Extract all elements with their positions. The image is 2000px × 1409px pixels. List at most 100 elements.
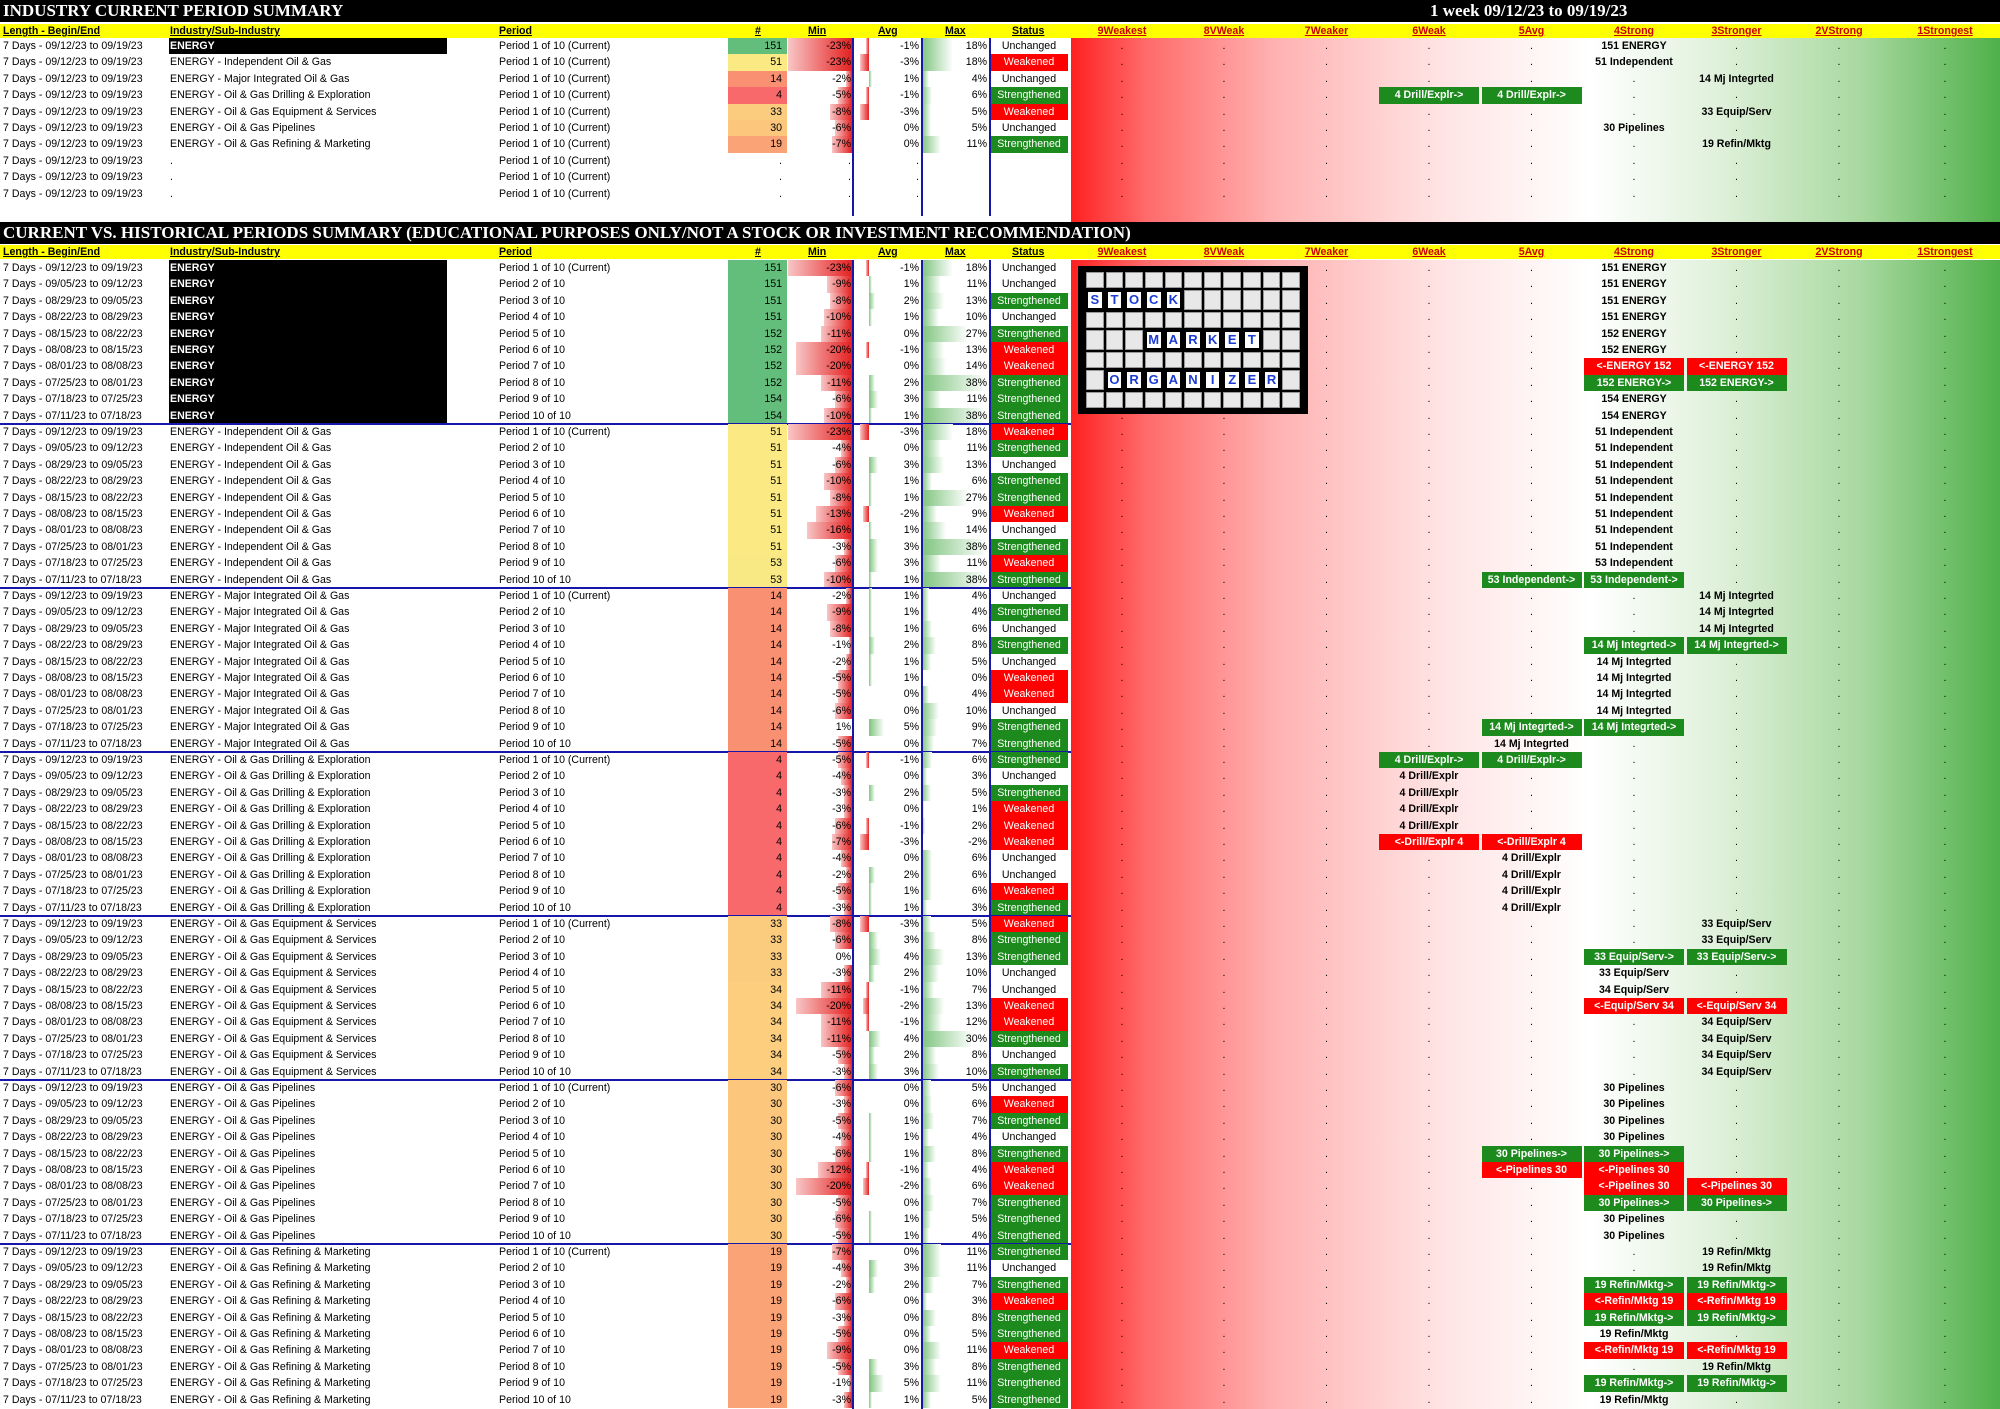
table-row[interactable]: 7 Days - 09/12/23 to 09/19/23 ENERGY - Oi… [0, 87, 2000, 104]
table-row[interactable]: 7 Days - 07/11/23 to 07/18/23 ENERGY - Oi… [0, 899, 2000, 916]
table-row[interactable]: 7 Days - 08/01/23 to 08/08/23 ENERGY - In… [0, 522, 2000, 539]
table-row[interactable]: 7 Days - 09/12/23 to 09/19/23 ENERGY - Oi… [0, 103, 2000, 120]
table-row[interactable]: 7 Days - 09/12/23 to 09/19/23. Period 1 o… [0, 169, 2000, 185]
table-row[interactable]: 7 Days - 09/05/23 to 09/12/23 ENERGY - Oi… [0, 932, 2000, 949]
table-row[interactable]: 7 Days - 09/12/23 to 09/19/23 ENERGY - Ma… [0, 70, 2000, 88]
table-row[interactable]: 7 Days - 07/25/23 to 08/01/23 ENERGY Perio… [0, 374, 2000, 392]
rank-dot-1: . [1943, 1328, 1947, 1340]
table-row[interactable]: 7 Days - 07/25/23 to 08/01/23 ENERGY - Oi… [0, 1194, 2000, 1212]
rank-dot-9: . [1120, 1082, 1124, 1094]
table-row[interactable]: 7 Days - 08/08/23 to 08/15/23 ENERGY - Oi… [0, 1162, 2000, 1179]
length-cell: 7 Days - 09/12/23 to 09/19/23 [3, 138, 143, 151]
table-row[interactable]: 7 Days - 08/08/23 to 08/15/23 ENERGY - Oi… [0, 834, 2000, 851]
table-row[interactable]: 7 Days - 07/11/23 to 07/18/23 ENERGY - Oi… [0, 1391, 2000, 1408]
table-row[interactable]: 7 Days - 07/25/23 to 08/01/23 ENERGY - Oi… [0, 866, 2000, 884]
max-bar [922, 87, 933, 104]
max-cell [922, 153, 988, 169]
table-row[interactable]: 7 Days - 09/12/23 to 09/19/23 ENERGY - In… [0, 54, 2000, 71]
rank-dot-2: . [1837, 40, 1841, 52]
table-row[interactable]: 7 Days - 08/15/23 to 08/22/23 ENERGY - Oi… [0, 981, 2000, 998]
table-row[interactable]: 7 Days - 08/29/23 to 09/05/23 ENERGY - In… [0, 456, 2000, 474]
table-row[interactable]: 7 Days - 09/05/23 to 09/12/23 ENERGY - Oi… [0, 768, 2000, 785]
table-row[interactable]: 7 Days - 09/12/23 to 09/19/23 ENERGY Perio… [0, 260, 2000, 277]
table-row[interactable]: 7 Days - 09/12/23 to 09/19/23 ENERGY - Oi… [0, 136, 2000, 153]
table-row[interactable]: 7 Days - 09/12/23 to 09/19/23 ENERGY - Oi… [0, 916, 2000, 933]
table-row[interactable]: 7 Days - 08/08/23 to 08/15/23 ENERGY - In… [0, 506, 2000, 523]
table-row[interactable]: 7 Days - 09/05/23 to 09/12/23 ENERGY - Oi… [0, 1260, 2000, 1277]
table-row[interactable]: 7 Days - 09/12/23 to 09/19/23 ENERGY - Oi… [0, 120, 2000, 137]
table-row[interactable]: 7 Days - 08/22/23 to 08/29/23 ENERGY - In… [0, 473, 2000, 490]
table-row[interactable]: 7 Days - 07/18/23 to 07/25/23 ENERGY - Oi… [0, 1211, 2000, 1228]
rank-dot-5: . [1530, 171, 1533, 184]
table-row[interactable]: 7 Days - 07/18/23 to 07/25/23 ENERGY - Ma… [0, 719, 2000, 736]
table-row[interactable]: 7 Days - 08/29/23 to 09/05/23 ENERGY - Oi… [0, 948, 2000, 966]
table-row[interactable]: 7 Days - 08/08/23 to 08/15/23 ENERGY - Ma… [0, 670, 2000, 687]
table-row[interactable]: 7 Days - 08/15/23 to 08/22/23 ENERGY Perio… [0, 325, 2000, 342]
table-row[interactable]: 7 Days - 07/25/23 to 08/01/23 ENERGY - Oi… [0, 1030, 2000, 1048]
table-row[interactable]: 7 Days - 08/15/23 to 08/22/23 ENERGY - Ma… [0, 653, 2000, 670]
table-row[interactable]: 7 Days - 08/01/23 to 08/08/23 ENERGY - Oi… [0, 1342, 2000, 1359]
table-row[interactable]: 7 Days - 08/01/23 to 08/08/23 ENERGY - Oi… [0, 850, 2000, 867]
table-row[interactable]: 7 Days - 07/18/23 to 07/25/23 ENERGY - In… [0, 555, 2000, 572]
table-row[interactable]: 7 Days - 07/11/23 to 07/18/23 ENERGY - In… [0, 571, 2000, 588]
table-row[interactable]: 7 Days - 08/29/23 to 09/05/23 ENERGY - Oi… [0, 1276, 2000, 1294]
table-row[interactable]: 7 Days - 07/18/23 to 07/25/23 ENERGY Perio… [0, 391, 2000, 408]
rank-dot-9: . [1120, 688, 1124, 701]
table-row[interactable]: 7 Days - 09/12/23 to 09/19/23. Period 1 o… [0, 153, 2000, 169]
table-row[interactable]: 7 Days - 07/25/23 to 08/01/23 ENERGY - In… [0, 538, 2000, 556]
table-row[interactable]: 7 Days - 09/05/23 to 09/12/23 ENERGY - Oi… [0, 1096, 2000, 1113]
period-cell: Period 9 of 10 [499, 721, 565, 734]
table-row[interactable]: 7 Days - 07/18/23 to 07/25/23 ENERGY - Oi… [0, 1047, 2000, 1064]
table-row[interactable]: 7 Days - 08/22/23 to 08/29/23 ENERGY - Oi… [0, 801, 2000, 818]
table-row[interactable]: 7 Days - 07/11/23 to 07/18/23 ENERGY - Oi… [0, 1227, 2000, 1244]
table-row[interactable]: 7 Days - 08/08/23 to 08/15/23 ENERGY - Oi… [0, 1326, 2000, 1343]
rank-dot-9: . [1120, 1360, 1124, 1373]
table-row[interactable]: 7 Days - 08/15/23 to 08/22/23 ENERGY - In… [0, 489, 2000, 506]
logo-tile [1086, 272, 1104, 288]
table-row[interactable]: 7 Days - 08/29/23 to 09/05/23 ENERGY - Ma… [0, 620, 2000, 638]
table-row[interactable]: 7 Days - 08/01/23 to 08/08/23 ENERGY - Oi… [0, 1178, 2000, 1195]
table-row[interactable]: 7 Days - 07/11/23 to 07/18/23 ENERGY - Ma… [0, 735, 2000, 752]
table-row[interactable]: 7 Days - 08/08/23 to 08/15/23 ENERGY Perio… [0, 342, 2000, 359]
table-row[interactable]: 7 Days - 08/29/23 to 09/05/23 ENERGY Perio… [0, 292, 2000, 310]
table-row[interactable]: 7 Days - 08/22/23 to 08/29/23 ENERGY - Oi… [0, 1129, 2000, 1146]
rank-dot-9: . [1120, 983, 1124, 996]
table-row[interactable]: 7 Days - 09/12/23 to 09/19/23 ENERGY - In… [0, 424, 2000, 441]
table-row[interactable]: 7 Days - 09/12/23 to 09/19/23 ENERGY - Ma… [0, 588, 2000, 605]
length-cell: 7 Days - 08/29/23 to 09/05/23 [3, 950, 143, 963]
table-row[interactable]: 7 Days - 08/15/23 to 08/22/23 ENERGY - Oi… [0, 1309, 2000, 1326]
table-row[interactable]: 7 Days - 08/22/23 to 08/29/23 ENERGY - Ma… [0, 637, 2000, 654]
table-row[interactable]: 7 Days - 07/18/23 to 07/25/23 ENERGY - Oi… [0, 1375, 2000, 1392]
table-row[interactable]: 7 Days - 07/11/23 to 07/18/23 ENERGY - Oi… [0, 1063, 2000, 1080]
table-row[interactable]: 7 Days - 08/01/23 to 08/08/23 ENERGY Perio… [0, 358, 2000, 375]
length-cell: 7 Days - 08/29/23 to 09/05/23 [3, 1278, 143, 1291]
table-row[interactable]: 7 Days - 09/12/23 to 09/19/23 ENERGY - Oi… [0, 1080, 2000, 1097]
header-rank-5: 5Avg [1518, 25, 1545, 37]
table-row[interactable]: 7 Days - 07/25/23 to 08/01/23 ENERGY - Oi… [0, 1358, 2000, 1376]
table-row[interactable]: 7 Days - 08/15/23 to 08/22/23 ENERGY - Oi… [0, 817, 2000, 834]
table-row[interactable]: 7 Days - 08/22/23 to 08/29/23 ENERGY - Oi… [0, 965, 2000, 982]
table-row[interactable]: 7 Days - 08/01/23 to 08/08/23 ENERGY - Ma… [0, 686, 2000, 703]
table-row[interactable]: 7 Days - 08/29/23 to 09/05/23 ENERGY - Oi… [0, 784, 2000, 802]
rank-label-4: 30 Pipelines [1603, 122, 1665, 134]
table-row[interactable]: 7 Days - 09/05/23 to 09/12/23 ENERGY - In… [0, 440, 2000, 457]
table-row[interactable]: 7 Days - 08/01/23 to 08/08/23 ENERGY - Oi… [0, 1014, 2000, 1031]
table-row[interactable]: 7 Days - 08/29/23 to 09/05/23 ENERGY - Oi… [0, 1112, 2000, 1130]
table-row[interactable]: 7 Days - 09/05/23 to 09/12/23 ENERGY - Ma… [0, 604, 2000, 621]
table-row[interactable]: 7 Days - 07/18/23 to 07/25/23 ENERGY - Oi… [0, 883, 2000, 900]
table-row[interactable]: 7 Days - 09/05/23 to 09/12/23 ENERGY Perio… [0, 276, 2000, 293]
table-row[interactable]: 7 Days - 09/12/23 to 09/19/23 ENERGY Perio… [0, 38, 2000, 55]
rank-dot-7: . [1325, 590, 1328, 602]
table-row[interactable]: 7 Days - 08/22/23 to 08/29/23 ENERGY - Oi… [0, 1293, 2000, 1310]
table-row[interactable]: 7 Days - 08/15/23 to 08/22/23 ENERGY - Oi… [0, 1145, 2000, 1162]
table-row[interactable]: 7 Days - 07/11/23 to 07/18/23 ENERGY Perio… [0, 407, 2000, 424]
table-row[interactable]: 7 Days - 08/22/23 to 08/29/23 ENERGY Perio… [0, 309, 2000, 326]
table-row[interactable]: 7 Days - 09/12/23 to 09/19/23. Period 1 o… [0, 186, 2000, 202]
table-row[interactable]: 7 Days - 07/25/23 to 08/01/23 ENERGY - Ma… [0, 702, 2000, 720]
avg-bar [868, 1129, 872, 1146]
table-row[interactable]: 7 Days - 08/08/23 to 08/15/23 ENERGY - Oi… [0, 998, 2000, 1015]
table-row[interactable]: 7 Days - 09/12/23 to 09/19/23 ENERGY - Oi… [0, 752, 2000, 769]
logo-tile [1105, 392, 1124, 408]
table-row[interactable]: 7 Days - 09/12/23 to 09/19/23 ENERGY - Oi… [0, 1244, 2000, 1261]
max-bar [922, 817, 926, 834]
